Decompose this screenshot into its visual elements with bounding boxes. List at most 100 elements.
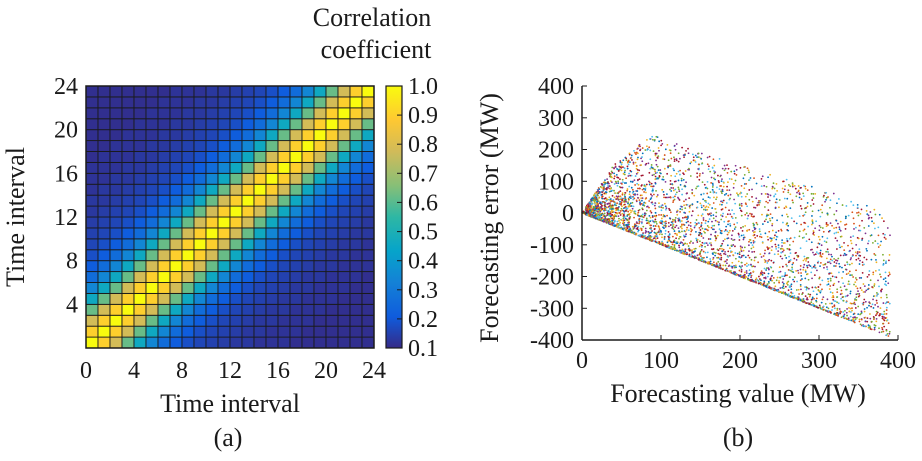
scatter-point	[726, 233, 729, 236]
scatter-point	[608, 196, 611, 199]
heatmap-cell	[241, 96, 255, 109]
scatter-y-tick: 100	[538, 169, 574, 195]
heatmap-cell	[97, 172, 111, 185]
heatmap-cell	[181, 194, 195, 207]
scatter-point	[815, 251, 818, 254]
scatter-point	[713, 164, 716, 167]
scatter-point	[844, 295, 847, 298]
heatmap-cell	[289, 161, 303, 174]
heatmap-cell	[277, 314, 291, 327]
scatter-point	[878, 213, 881, 216]
scatter-point	[690, 230, 693, 233]
scatter-point	[633, 149, 635, 152]
heatmap-cell	[289, 129, 303, 142]
scatter-point	[785, 263, 787, 266]
heatmap-cell	[337, 282, 351, 294]
scatter-point	[751, 244, 754, 246]
heatmap-cell	[241, 205, 255, 218]
scatter-point	[740, 269, 743, 271]
scatter-point	[760, 270, 763, 273]
heatmap-cell	[337, 303, 351, 316]
scatter-point	[745, 212, 748, 214]
scatter-point	[644, 234, 646, 237]
scatter-point	[650, 164, 653, 166]
scatter-point	[611, 208, 614, 210]
scatter-point	[608, 205, 610, 208]
scatter-point	[618, 168, 621, 171]
heatmap-cell	[253, 96, 267, 109]
heatmap-cell	[205, 303, 219, 316]
scatter-point	[650, 201, 653, 204]
scatter-point	[661, 220, 664, 223]
scatter-point	[661, 223, 664, 225]
scatter-point	[885, 312, 888, 315]
scatter-point	[847, 283, 850, 286]
scatter-point	[646, 222, 648, 225]
heatmap-cell	[109, 249, 123, 262]
scatter-point	[711, 252, 714, 255]
heatmap-x-tick-labels: 0 4 8 12 16 20 24	[80, 358, 386, 384]
scatter-point	[726, 244, 729, 247]
scatter-point	[850, 311, 852, 313]
scatter-point	[612, 210, 615, 213]
scatter-point	[711, 263, 713, 266]
scatter-point	[842, 270, 845, 273]
scatter-point	[592, 205, 595, 208]
scatter-point	[699, 255, 702, 258]
scatter-point	[763, 276, 766, 279]
scatter-point	[663, 196, 665, 199]
scatter-point	[628, 190, 631, 193]
heatmap-cell	[313, 303, 327, 316]
scatter-point	[603, 207, 606, 210]
scatter-point	[624, 195, 626, 198]
scatter-point	[785, 237, 788, 240]
scatter-point	[695, 231, 697, 233]
scatter-point	[888, 332, 891, 335]
scatter-point	[730, 238, 733, 240]
heatmap-cell	[169, 260, 183, 273]
scatter-point	[806, 264, 808, 267]
scatter-point	[674, 175, 677, 178]
scatter-point	[829, 262, 832, 265]
heatmap-cell	[301, 282, 315, 294]
scatter-point	[859, 254, 862, 257]
scatter-point	[634, 175, 637, 177]
scatter-point	[726, 172, 729, 174]
scatter-point	[781, 281, 784, 284]
scatter-point	[699, 251, 702, 254]
scatter-point	[591, 208, 594, 211]
scatter-point	[766, 235, 769, 238]
scatter-point	[647, 162, 650, 165]
scatter-point	[817, 209, 820, 212]
scatter-point	[789, 295, 792, 298]
scatter-point	[627, 160, 629, 163]
heatmap-cell	[313, 118, 327, 131]
scatter-point	[835, 259, 837, 262]
scatter-point	[717, 260, 720, 263]
scatter-point	[789, 237, 792, 240]
scatter-point	[800, 223, 803, 226]
scatter-point	[707, 168, 710, 171]
scatter-point	[642, 187, 645, 190]
scatter-point	[645, 209, 648, 212]
scatter-point	[727, 256, 730, 258]
heatmap-cell	[109, 118, 123, 131]
scatter-point	[728, 229, 731, 232]
scatter-point	[853, 321, 856, 324]
scatter-point	[769, 194, 772, 197]
scatter-point	[678, 246, 681, 249]
scatter-point	[698, 234, 700, 237]
scatter-point	[701, 241, 704, 244]
scatter-point	[739, 247, 742, 249]
heatmap-cell	[181, 140, 195, 152]
heatmap-cell	[193, 140, 207, 152]
scatter-point	[858, 318, 861, 321]
scatter-point	[825, 306, 828, 309]
heatmap-cell	[157, 96, 171, 109]
heatmap-cell	[85, 303, 99, 316]
scatter-point	[856, 206, 859, 209]
scatter-point	[686, 218, 688, 221]
scatter-point	[595, 203, 598, 206]
scatter-point	[767, 267, 770, 269]
scatter-point	[833, 282, 836, 285]
